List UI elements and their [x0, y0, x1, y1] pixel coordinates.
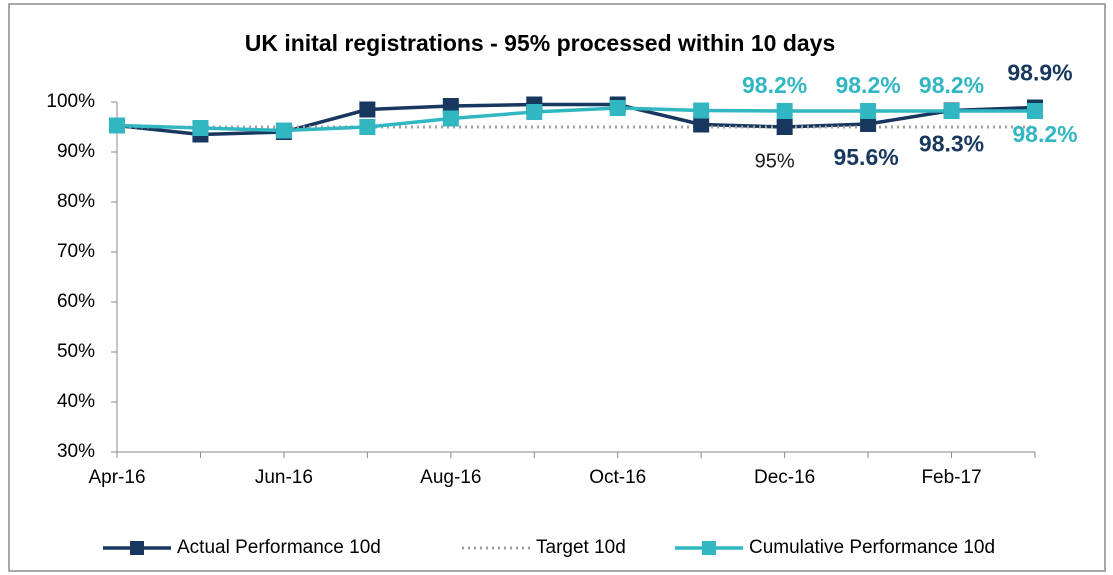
- data-label: 98.3%: [919, 131, 984, 157]
- chart-border: [8, 3, 1106, 572]
- marker: [109, 117, 125, 134]
- marker: [776, 119, 793, 135]
- marker: [776, 103, 793, 119]
- marker: [860, 103, 877, 119]
- data-label: 98.2%: [919, 72, 984, 98]
- marker: [359, 119, 376, 135]
- x-tick-label: Aug-16: [420, 467, 481, 488]
- data-label: 98.9%: [1007, 60, 1072, 86]
- marker: [442, 98, 459, 114]
- marker: [1027, 103, 1043, 119]
- marker: [943, 103, 960, 119]
- marker: [693, 102, 710, 119]
- legend-marker: [702, 541, 716, 555]
- marker: [192, 120, 209, 136]
- legend-label: Actual Performance 10d: [177, 537, 381, 558]
- x-tick-label: Feb-17: [921, 467, 981, 488]
- data-label: 95%: [755, 150, 795, 172]
- data-label: 98.2%: [835, 72, 900, 98]
- legend-label: Target 10d: [536, 537, 626, 558]
- marker: [609, 100, 626, 116]
- series-line: [116, 106, 1035, 133]
- data-label: 98.2%: [742, 72, 807, 98]
- series-line: [116, 102, 1036, 137]
- data-label: 98.2%: [1012, 121, 1077, 147]
- marker: [359, 101, 376, 118]
- x-tick-label: Jun-16: [255, 467, 313, 488]
- y-tick-label: 60%: [57, 291, 95, 312]
- marker: [442, 110, 459, 127]
- data-label: 95.6%: [833, 144, 898, 170]
- x-tick-label: Oct-16: [589, 467, 646, 488]
- y-tick-label: 40%: [57, 391, 95, 412]
- y-tick-label: 90%: [57, 141, 95, 162]
- y-tick-label: 80%: [57, 191, 95, 212]
- x-tick-label: Dec-16: [754, 467, 815, 488]
- x-tick-label: Apr-16: [88, 467, 145, 488]
- y-tick-label: 50%: [57, 341, 95, 362]
- y-tick-label: 70%: [57, 241, 95, 262]
- y-tick-label: 30%: [57, 441, 95, 462]
- y-tick-label: 100%: [46, 91, 95, 112]
- marker: [860, 116, 877, 132]
- marker: [693, 116, 710, 133]
- chart-title: UK inital registrations - 95% processed …: [245, 30, 836, 56]
- marker: [526, 104, 543, 120]
- legend-marker: [130, 541, 144, 555]
- marker: [275, 122, 292, 139]
- legend-label: Cumulative Performance 10d: [749, 537, 995, 558]
